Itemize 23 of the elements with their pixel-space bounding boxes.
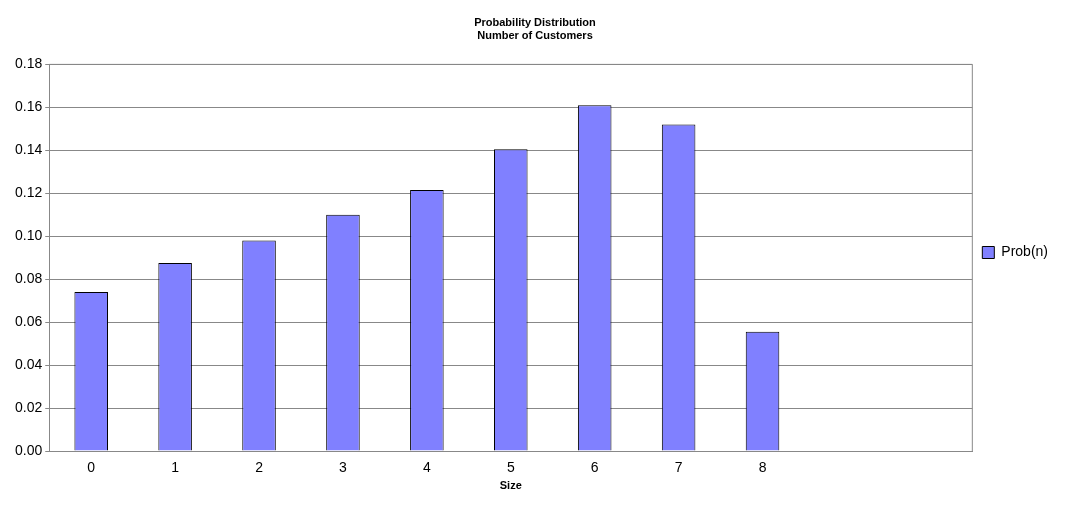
x-tick-label: 1 <box>171 459 180 476</box>
y-tick-label: 0.08 <box>15 270 43 287</box>
legend-label: Prob(n) <box>1001 243 1048 260</box>
chart-title: Probability Distribution <box>474 15 597 28</box>
x-tick-label: 4 <box>422 459 431 476</box>
y-tick-label: 0.10 <box>15 227 43 244</box>
y-tick-label: 0.02 <box>15 398 43 415</box>
y-tick-label: 0.06 <box>15 312 43 329</box>
x-tick-label: 7 <box>674 459 683 476</box>
x-tick-label: 3 <box>339 459 348 476</box>
x-tick-label: 0 <box>87 459 96 476</box>
y-tick-label: 0.14 <box>15 141 43 158</box>
y-tick-label: 0.04 <box>15 355 43 372</box>
y-tick-label: 0.00 <box>15 441 43 458</box>
x-tick-label: 8 <box>758 459 767 476</box>
chart-subtitle: Number of Customers <box>477 28 593 41</box>
x-tick-label: 5 <box>506 459 515 476</box>
y-tick-label: 0.16 <box>15 98 43 115</box>
y-tick-label: 0.12 <box>15 184 43 201</box>
x-axis-title: Size <box>499 479 522 492</box>
y-tick-label: 0.18 <box>15 55 43 72</box>
x-tick-label: 2 <box>255 459 264 476</box>
x-tick-label: 6 <box>590 459 599 476</box>
